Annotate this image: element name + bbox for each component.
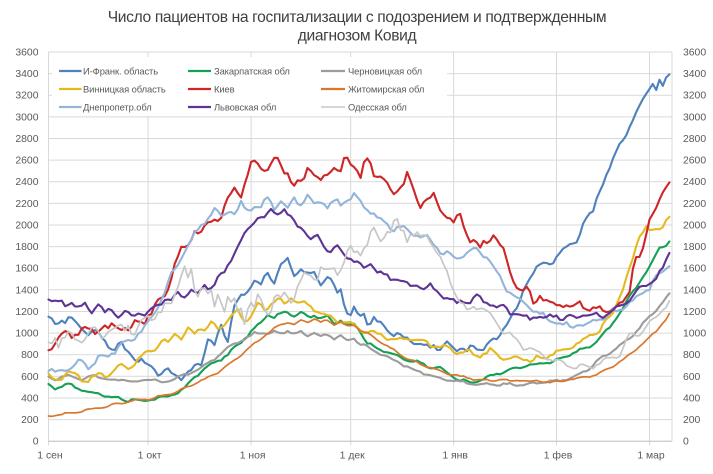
svg-text:Закарпатская обл: Закарпатская обл [214, 66, 290, 77]
svg-text:2600: 2600 [683, 156, 706, 167]
svg-text:1 ноя: 1 ноя [240, 451, 266, 462]
svg-text:1 фев: 1 фев [544, 450, 573, 462]
svg-text:Днепропетр.обл: Днепропетр.обл [83, 102, 152, 113]
svg-text:Одесская обл: Одесская обл [348, 102, 407, 113]
svg-text:Житомирская обл: Житомирская обл [348, 84, 424, 95]
svg-text:И-Франк. область: И-Франк. область [83, 66, 158, 77]
svg-text:1 сен: 1 сен [37, 451, 63, 462]
svg-text:1 янв: 1 янв [442, 451, 468, 462]
svg-text:3600: 3600 [683, 48, 706, 59]
svg-text:2800: 2800 [15, 134, 38, 145]
svg-text:3200: 3200 [15, 91, 38, 102]
svg-text:2000: 2000 [683, 221, 706, 232]
svg-text:1000: 1000 [15, 329, 38, 340]
svg-text:400: 400 [21, 394, 39, 405]
svg-text:1200: 1200 [683, 307, 706, 318]
svg-text:0: 0 [33, 437, 39, 448]
svg-text:800: 800 [21, 350, 39, 361]
svg-text:3400: 3400 [683, 69, 706, 80]
svg-text:2200: 2200 [15, 199, 38, 210]
svg-text:3600: 3600 [15, 48, 38, 59]
svg-text:1 мар: 1 мар [637, 451, 665, 462]
svg-text:1200: 1200 [15, 307, 38, 318]
svg-text:3000: 3000 [683, 112, 706, 123]
svg-text:800: 800 [683, 350, 701, 361]
svg-text:Львовская обл: Львовская обл [214, 102, 276, 113]
svg-text:3000: 3000 [15, 112, 38, 123]
svg-text:1800: 1800 [683, 242, 706, 253]
svg-text:1800: 1800 [15, 242, 38, 253]
svg-text:400: 400 [683, 394, 701, 405]
svg-text:2200: 2200 [683, 199, 706, 210]
svg-text:2600: 2600 [15, 156, 38, 167]
svg-text:600: 600 [21, 372, 39, 383]
svg-text:1600: 1600 [683, 264, 706, 275]
svg-text:600: 600 [683, 372, 701, 383]
svg-text:1400: 1400 [683, 285, 706, 296]
svg-text:2800: 2800 [683, 134, 706, 145]
svg-text:0: 0 [683, 437, 689, 448]
svg-text:3200: 3200 [683, 91, 706, 102]
svg-text:1600: 1600 [15, 264, 38, 275]
svg-text:2400: 2400 [683, 177, 706, 188]
svg-text:1 окт: 1 окт [138, 451, 162, 462]
svg-text:2400: 2400 [15, 177, 38, 188]
svg-text:1 дек: 1 дек [340, 451, 366, 462]
svg-text:Число пациентов на госпитализа: Число пациентов на госпитализации с подо… [108, 9, 607, 26]
svg-text:200: 200 [21, 415, 39, 426]
svg-text:1400: 1400 [15, 285, 38, 296]
svg-text:Винницкая область: Винницкая область [83, 84, 166, 95]
svg-text:200: 200 [683, 415, 701, 426]
svg-text:3400: 3400 [15, 69, 38, 80]
svg-text:диагнозом Ковид: диагнозом Ковид [298, 28, 417, 45]
svg-text:Киев: Киев [214, 84, 235, 95]
svg-text:2000: 2000 [15, 221, 38, 232]
svg-text:Черновицкая обл: Черновицкая обл [348, 66, 422, 77]
svg-text:1000: 1000 [683, 329, 706, 340]
